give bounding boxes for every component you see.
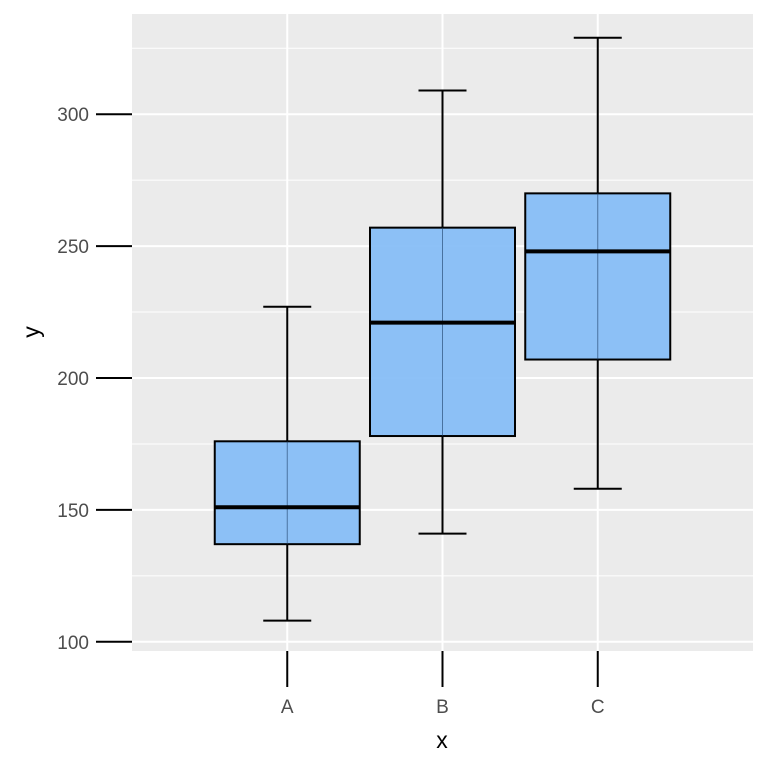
y-tick-label: 100 xyxy=(57,633,89,654)
x-tick-label: B xyxy=(436,697,449,718)
x-tick-label: C xyxy=(591,697,605,718)
box-b xyxy=(369,89,516,535)
y-tick-label: 300 xyxy=(57,105,89,126)
y-tick-label: 250 xyxy=(57,237,89,258)
box-a xyxy=(213,305,361,622)
axes: 100 150 200 250 300 A B C xyxy=(57,105,604,718)
boxes xyxy=(213,36,672,622)
x-tick-label: A xyxy=(281,697,294,718)
box-c xyxy=(524,36,672,490)
y-axis-title: y xyxy=(18,326,44,338)
y-tick-label: 150 xyxy=(57,501,89,522)
y-tick-label: 200 xyxy=(57,369,89,390)
x-axis-title: x xyxy=(436,727,448,753)
